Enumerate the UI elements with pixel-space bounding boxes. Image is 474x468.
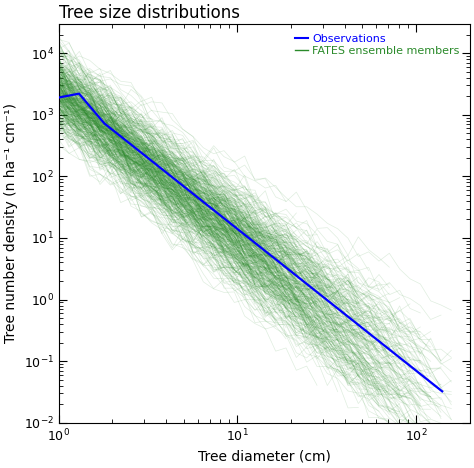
Y-axis label: Tree number density (n ha⁻¹ cm⁻¹): Tree number density (n ha⁻¹ cm⁻¹) (4, 103, 18, 343)
Legend: Observations, FATES ensemble members: Observations, FATES ensemble members (290, 29, 464, 60)
X-axis label: Tree diameter (cm): Tree diameter (cm) (198, 450, 331, 464)
Text: Tree size distributions: Tree size distributions (59, 4, 240, 22)
